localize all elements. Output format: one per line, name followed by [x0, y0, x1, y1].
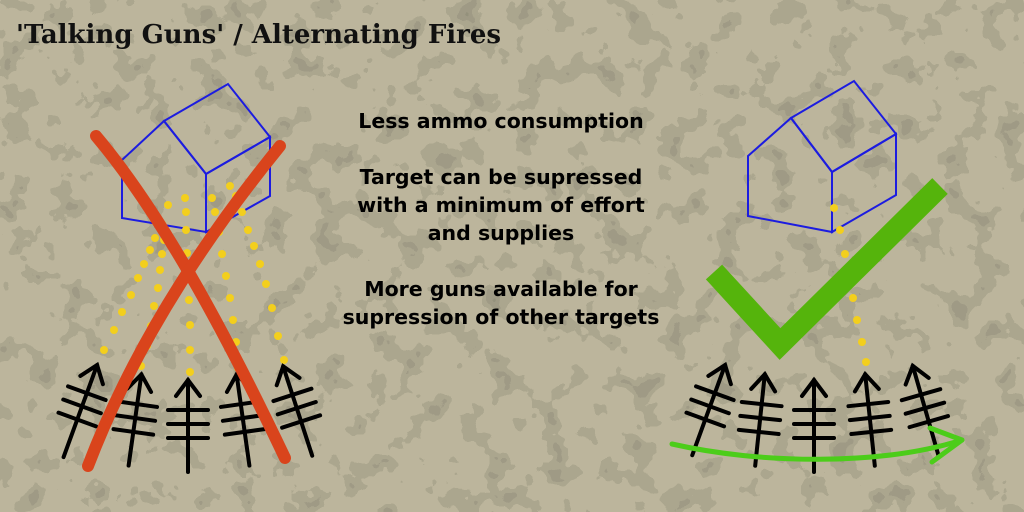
benefits-list: Less ammo consumption Target can be supr… — [340, 107, 662, 359]
right-guns — [684, 361, 950, 474]
right-tracers — [830, 204, 870, 366]
right-building — [747, 79, 898, 234]
benefit-suppression: Target can be supressed with a minimum o… — [357, 165, 645, 245]
page-title: 'Talking Guns' / Alternating Fires — [16, 20, 502, 50]
benefit-guns: More guns available for supression of ot… — [342, 277, 660, 329]
left-scene — [56, 82, 323, 474]
red-cross-icon — [82, 130, 291, 472]
green-check-icon — [705, 178, 948, 360]
benefit-ammo: Less ammo consumption — [358, 109, 644, 133]
left-building — [121, 82, 272, 234]
left-tracers — [100, 182, 288, 376]
green-arrow-icon — [669, 425, 965, 465]
right-scene — [669, 79, 965, 474]
